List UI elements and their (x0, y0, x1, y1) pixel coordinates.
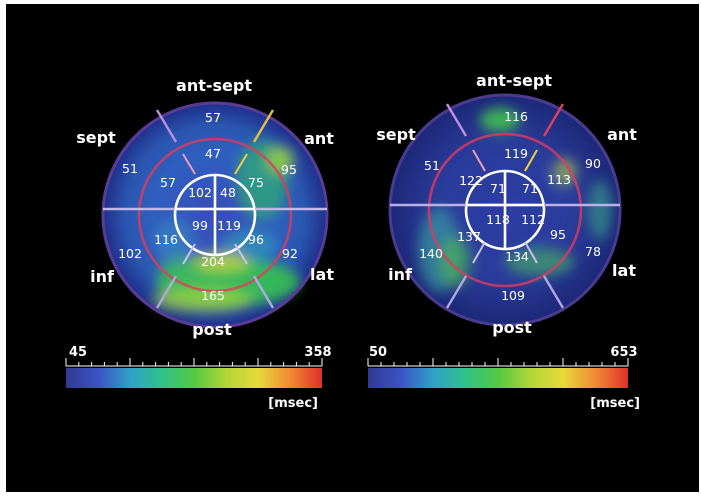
left-label-inf: inf (90, 267, 115, 286)
right-label-inf: inf (388, 265, 413, 284)
right-middle-value-4: 134 (505, 249, 529, 264)
right-outer-value-6: 51 (424, 158, 440, 173)
left-middle-value-1: 47 (205, 146, 221, 161)
left-segment-lines (101, 101, 329, 329)
right-region-labels: ant-sept sept ant inf lat post (376, 71, 637, 337)
left-outer-value-6: 51 (122, 161, 138, 176)
left-outer-value-5: 102 (118, 246, 142, 261)
left-middle-value-2: 75 (248, 175, 264, 190)
left-scale-unit: [msec] (268, 396, 318, 411)
left-inner-value-4: 99 (192, 218, 208, 233)
left-label-ant: ant (304, 129, 334, 148)
right-bullseye: 116 90 78 109 140 51 119 113 95 134 137 … (376, 71, 637, 337)
right-inner-value-1: 71 (490, 181, 506, 196)
left-bullseye: 57 95 92 165 102 51 47 75 96 204 116 57 … (76, 76, 334, 339)
left-label-sept: sept (76, 128, 116, 147)
right-scale-ticks (367, 358, 629, 367)
right-label-ant-sept: ant-sept (476, 71, 552, 90)
left-inner-value-3: 119 (217, 218, 241, 233)
left-middle-value-3: 96 (248, 232, 264, 247)
left-scale-ticks (65, 358, 323, 367)
left-segment-values: 57 95 92 165 102 51 47 75 96 204 116 57 … (118, 110, 298, 303)
right-outer-value-4: 109 (501, 288, 525, 303)
left-outer-value-4: 165 (201, 288, 225, 303)
left-color-scale: 45 358 [msec] (65, 345, 332, 411)
left-inner-value-2: 48 (220, 185, 236, 200)
right-outer-value-1: 116 (504, 109, 528, 124)
left-outer-value-2: 95 (281, 162, 297, 177)
left-scale-max: 358 (304, 345, 331, 360)
left-label-lat: lat (310, 265, 334, 284)
right-segment-lines (388, 93, 622, 327)
right-middle-value-6: 122 (459, 173, 483, 188)
left-outer-value-3: 92 (282, 246, 298, 261)
right-color-scale: 50 653 [msec] (367, 345, 640, 411)
left-inner-value-1: 102 (188, 185, 212, 200)
right-label-sept: sept (376, 125, 416, 144)
right-outer-value-2: 90 (585, 156, 601, 171)
right-scale-min: 50 (369, 345, 387, 360)
left-middle-value-5: 116 (154, 232, 178, 247)
right-inner-value-2: 71 (522, 181, 538, 196)
left-scale-bar (66, 368, 322, 388)
left-middle-value-4: 204 (201, 254, 225, 269)
right-middle-value-3: 95 (550, 227, 566, 242)
left-scale-min: 45 (69, 345, 87, 360)
right-middle-value-2: 113 (547, 172, 571, 187)
right-scale-max: 653 (610, 345, 637, 360)
right-label-post: post (492, 318, 532, 337)
right-label-ant: ant (607, 125, 637, 144)
right-scale-unit: [msec] (590, 396, 640, 411)
right-inner-value-4: 118 (486, 212, 510, 227)
right-outer-value-5: 140 (419, 246, 443, 261)
right-inner-value-3: 112 (521, 212, 545, 227)
left-region-labels: ant-sept sept ant inf lat post (76, 76, 334, 339)
left-label-post: post (192, 320, 232, 339)
right-middle-value-1: 119 (504, 146, 528, 161)
right-outer-value-3: 78 (585, 244, 601, 259)
left-outer-value-1: 57 (205, 110, 221, 125)
left-middle-value-6: 57 (160, 175, 176, 190)
right-segment-values: 116 90 78 109 140 51 119 113 95 134 137 … (419, 109, 601, 303)
left-label-ant-sept: ant-sept (176, 76, 252, 95)
right-label-lat: lat (612, 261, 636, 280)
right-middle-value-5: 137 (457, 229, 481, 244)
right-scale-bar (368, 368, 628, 388)
